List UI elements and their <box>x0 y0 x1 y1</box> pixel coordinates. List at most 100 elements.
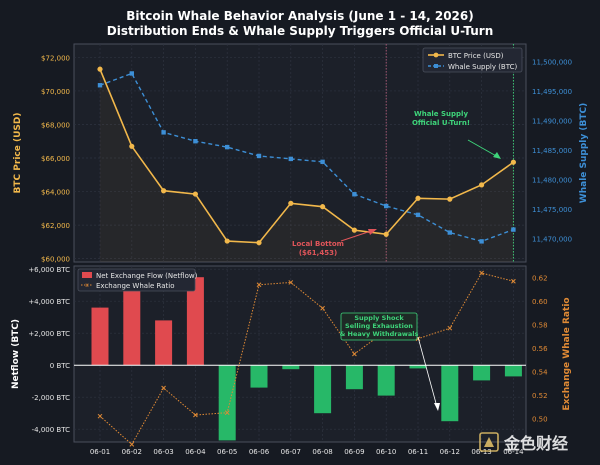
whale-ratio-tick-label: 0.54 <box>532 369 548 377</box>
netflow-tick-label: +4,000 BTC <box>28 298 70 306</box>
netflow-bar <box>441 365 459 422</box>
legend-label-btc-price: BTC Price (USD) <box>448 52 504 60</box>
netflow-bars <box>91 277 522 441</box>
whale-supply-point <box>415 212 421 218</box>
btc-price-point <box>97 66 103 72</box>
supply-shock-arrow <box>417 336 438 408</box>
price-axis-ticks: $60,000 $62,000 $64,000 $66,000 $68,000 $70,0… <box>41 54 70 263</box>
price-legend: BTC Price (USD) Whale Supply (BTC) <box>422 47 523 73</box>
whale-ratio-point <box>479 270 484 276</box>
netflow-bar <box>155 320 173 366</box>
whale-ratio-tick-label: 0.56 <box>532 345 548 353</box>
netflow-tick-label: -2,000 BTC <box>32 394 70 402</box>
whale-supply-point <box>97 83 103 88</box>
whale-supply-point <box>288 156 293 162</box>
date-tick-label: 06-08 <box>312 448 332 456</box>
legend-marker-whale-ratio: x <box>85 282 89 289</box>
netflow-tick-label: +2,000 BTC <box>28 330 70 338</box>
whale-supply-tick-label: 11,490,000 <box>532 118 572 126</box>
price-area-fill <box>100 69 514 263</box>
date-tick-label: 06-01 <box>90 448 110 456</box>
date-tick-label: 06-02 <box>122 448 142 456</box>
legend-swatch-netflow <box>82 272 92 278</box>
netflow-tick-label: 0 BTC <box>50 362 70 370</box>
btc-price-line <box>99 68 514 244</box>
legend-label-netflow: Net Exchange Flow (Netflow) <box>96 272 198 280</box>
btc-price-point <box>192 191 198 197</box>
date-tick-label: 06-10 <box>376 448 396 456</box>
whale-ratio-series <box>97 270 516 447</box>
whale-supply-point <box>479 239 484 244</box>
whale-supply-point <box>511 227 516 232</box>
date-tick-label: 06-03 <box>153 448 173 456</box>
whale-ratio-point <box>97 413 103 419</box>
price-tick-label: $60,000 <box>41 256 70 264</box>
whale-ratio-axis-ticks: 0.50 0.52 0.54 0.56 0.58 0.60 0.62 <box>532 275 548 424</box>
watermark-logo-icon <box>479 432 499 452</box>
whale-ratio-tick-label: 0.58 <box>532 322 548 330</box>
whale-supply-point <box>447 230 452 235</box>
whale-supply-tick-label: 11,495,000 <box>532 88 572 96</box>
whale-supply-point <box>225 144 230 150</box>
whale-supply-tick-label: 11,470,000 <box>532 235 572 243</box>
whale-uturn-arrowhead <box>493 152 501 159</box>
netflow-bar <box>91 307 109 366</box>
netflow-axis-label: Netflow (BTC) <box>11 319 21 389</box>
supply-shock-annotation-line-3: & Heavy Withdrawals <box>340 330 419 338</box>
btc-price-point <box>447 196 453 202</box>
netflow-bar <box>504 365 522 377</box>
netflow-legend: Net Exchange Flow (Netflow) x Exchange W… <box>77 268 198 292</box>
local-bottom-arrow <box>340 229 375 242</box>
date-tick-label: 06-05 <box>217 448 237 456</box>
watermark-text: 金色财经 <box>503 434 568 453</box>
whale-ratio-point <box>511 278 516 284</box>
whale-supply-point <box>129 71 134 76</box>
netflow-bar <box>377 365 395 396</box>
date-tick-label: 06-11 <box>408 448 428 456</box>
date-tick-label: 06-09 <box>344 448 364 456</box>
legend-label-whale-ratio: Exchange Whale Ratio <box>96 282 175 290</box>
whale-supply-point <box>320 159 325 165</box>
price-tick-label: $64,000 <box>41 189 70 197</box>
whale-uturn-annotation-line-1: Whale Supply <box>414 110 468 118</box>
whale-ratio-point <box>288 280 294 285</box>
netflow-bar <box>473 365 491 381</box>
price-tick-label: $68,000 <box>41 121 70 129</box>
whale-uturn-annotation: Whale Supply Official U-Turn! <box>412 110 501 159</box>
date-tick-label: 06-06 <box>249 448 270 456</box>
whale-ratio-tick-label: 0.52 <box>532 392 548 400</box>
whale-ratio-tick-label: 0.50 <box>532 416 548 424</box>
whale-supply-axis-label: Whale Supply (BTC) <box>579 103 589 203</box>
btc-price-point <box>224 238 230 244</box>
supply-shock-annotation: Supply Shock Selling Exhaustion & Heavy … <box>340 312 440 411</box>
date-tick-label: 06-04 <box>185 448 206 456</box>
whale-ratio-point <box>352 351 357 357</box>
price-panel-grid <box>74 44 526 262</box>
btc-price-point <box>256 240 262 246</box>
netflow-tick-label: +6,000 BTC <box>28 266 70 274</box>
btc-price-point <box>479 182 485 188</box>
price-panel-frame <box>73 43 527 263</box>
supply-shock-annotation-line-1: Supply Shock <box>354 314 404 322</box>
whale-uturn-arrow <box>467 139 499 158</box>
whale-ratio-line <box>99 272 514 446</box>
btc-price-point <box>288 200 294 206</box>
whale-supply-tick-label: 11,480,000 <box>532 177 572 185</box>
whale-ratio-point <box>129 441 135 447</box>
whale-supply-tick-label: 11,485,000 <box>532 147 572 155</box>
whale-supply-point <box>384 203 389 209</box>
price-legend-box <box>422 47 523 73</box>
btc-price-point <box>510 159 516 165</box>
btc-price-point <box>383 231 389 237</box>
local-bottom-annotation: Local Bottom ($61,453) <box>292 229 377 257</box>
btc-price-point <box>129 143 135 149</box>
legend-label-whale-supply: Whale Supply (BTC) <box>448 63 517 71</box>
whale-supply-tick-label: 11,475,000 <box>532 206 572 214</box>
price-area-path <box>100 69 514 263</box>
whale-supply-point <box>161 130 166 135</box>
supply-shock-annotation-line-2: Selling Exhaustion <box>345 322 413 330</box>
chart-title: Bitcoin Whale Behavior Analysis (June 1 … <box>126 9 474 23</box>
date-tick-label: 06-12 <box>440 448 460 456</box>
date-tick-label: 06-07 <box>281 448 301 456</box>
whale-supply-point <box>256 153 262 159</box>
